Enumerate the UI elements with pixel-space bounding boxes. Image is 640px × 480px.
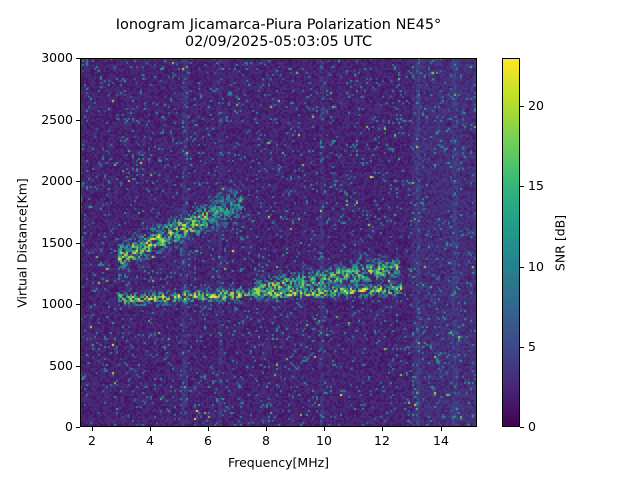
title-line: Ionogram Jicamarca-Piura Polarization NE… [115,17,442,33]
x-tick-label: 12 [374,433,390,448]
y-tick-label: 1000 [41,296,73,311]
y-tick [76,366,80,367]
y-axis-label: Virtual Distance[Km] [14,178,30,308]
colorbar-tick-label: 20 [528,98,544,113]
x-tick-label: 14 [433,433,449,448]
ionogram-plot-area[interactable] [80,58,477,427]
colorbar-tick-label: 0 [528,419,536,434]
y-tick [76,58,80,59]
y-tick [76,304,80,305]
y-tick-label: 3000 [41,50,73,65]
colorbar-tick-label: 15 [528,178,544,193]
heatmap-canvas [80,58,477,427]
x-tick [266,427,267,431]
x-axis-label: Frequency[MHz] [227,455,330,470]
y-tick-label: 2000 [41,173,73,188]
colorbar-tick-label: 5 [528,339,536,354]
y-tick [76,427,80,428]
y-tick [76,181,80,182]
chart-title: Ionogram Jicamarca-Piura Polarization NE… [80,17,477,51]
y-tick [76,120,80,121]
x-tick-label: 10 [316,433,332,448]
colorbar-tick-label: 10 [528,259,544,274]
subtitle-line: 02/09/2025-05:03:05 UTC [184,34,373,50]
colorbar-tick [520,106,524,107]
x-tick-label: 6 [204,433,212,448]
x-tick [150,427,151,431]
x-tick [441,427,442,431]
y-tick [76,243,80,244]
x-tick [324,427,325,431]
x-tick-label: 2 [88,433,96,448]
colorbar-tick [520,186,524,187]
x-tick [92,427,93,431]
colorbar [502,58,520,427]
colorbar-tick [520,427,524,428]
y-tick-label: 0 [65,419,73,434]
colorbar-tick [520,347,524,348]
colorbar-label: SNR [dB] [552,214,568,272]
y-tick-label: 1500 [41,235,73,250]
x-tick-label: 8 [262,433,270,448]
y-tick-label: 500 [49,358,73,373]
colorbar-tick [520,267,524,268]
y-tick-label: 2500 [41,112,73,127]
x-tick [208,427,209,431]
x-tick-label: 4 [146,433,154,448]
x-tick [382,427,383,431]
